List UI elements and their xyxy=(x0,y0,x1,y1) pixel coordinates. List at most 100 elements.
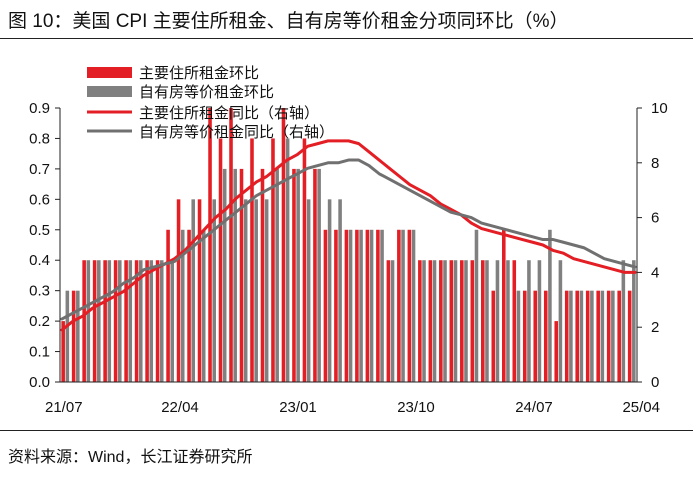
oer-mom-bar xyxy=(317,168,321,382)
rent-mom-bar xyxy=(155,260,160,382)
oer-mom-bar xyxy=(97,260,101,382)
oer-mom-bar xyxy=(275,168,279,382)
rent-mom-bar xyxy=(627,290,632,382)
right-tick-label: 6 xyxy=(651,210,659,227)
oer-mom-bar xyxy=(243,199,248,382)
rent-mom-bar xyxy=(61,321,65,382)
rent-mom-bar xyxy=(460,260,464,382)
rent-mom-bar xyxy=(585,290,590,382)
oer-mom-bar xyxy=(264,199,269,382)
oer-mom-bar xyxy=(474,229,479,382)
oer-mom-bar xyxy=(149,260,154,382)
rent-mom-bar xyxy=(92,260,97,382)
oer-mom-bar xyxy=(222,168,227,382)
rent-mom-bar xyxy=(617,290,621,382)
oer-mom-bar xyxy=(453,260,458,382)
rent-mom-bar xyxy=(250,138,254,382)
oer-mom-bar xyxy=(159,260,164,382)
oer-mom-bar xyxy=(338,199,342,382)
rent-mom-bar xyxy=(166,229,170,382)
oer-mom-bar xyxy=(537,260,542,382)
rent-mom-bar xyxy=(334,229,338,382)
rent-mom-bar xyxy=(103,260,107,382)
rent-mom-bar xyxy=(596,290,600,382)
oer-mom-bar xyxy=(432,260,437,382)
rent-mom-bar xyxy=(543,290,548,382)
rent-mom-bar xyxy=(281,108,286,382)
oer-mom-bar xyxy=(569,290,573,382)
rent-mom-bar xyxy=(512,260,517,382)
oer-mom-bar xyxy=(632,260,636,382)
oer-mom-bar xyxy=(65,290,70,382)
left-tick-label: 0.2 xyxy=(29,313,50,330)
rent-mom-bar xyxy=(145,260,149,382)
oer-mom-bar xyxy=(359,229,363,382)
oer-mom-bar xyxy=(600,290,605,382)
rent-mom-bar xyxy=(575,290,579,382)
legend-swatch xyxy=(87,67,132,78)
x-tick-label: 24/07 xyxy=(515,399,553,416)
legend-swatch xyxy=(87,86,132,97)
rent-yoy-line xyxy=(60,139,637,332)
oer-mom-bar xyxy=(296,168,300,382)
rent-mom-bar xyxy=(481,260,485,382)
rent-mom-bar xyxy=(533,290,538,382)
source-divider xyxy=(0,430,693,431)
rent-mom-bar xyxy=(271,138,275,382)
rent-mom-bar xyxy=(502,229,506,382)
right-tick-label: 4 xyxy=(651,264,659,281)
oer-mom-bar xyxy=(590,290,594,382)
rent-mom-bar xyxy=(113,260,118,382)
rent-mom-bar xyxy=(124,260,128,382)
legend-label: 主要住所租金同比（右轴） xyxy=(139,105,319,122)
oer-mom-bar xyxy=(306,199,311,382)
oer-mom-bar xyxy=(621,260,626,382)
x-tick-label: 23/10 xyxy=(397,399,435,416)
left-tick-label: 0.6 xyxy=(29,191,50,208)
oer-mom-bar xyxy=(180,229,185,382)
oer-mom-bar xyxy=(233,168,237,382)
left-tick-label: 0.7 xyxy=(29,161,50,178)
chart: 0.0 0.1 0.2 0.3 0.4 0.5 0.6 0.7 0.8 0.9 0 2 4 6 8 10 21/… xyxy=(29,65,668,416)
oer-mom-bar xyxy=(369,229,374,382)
x-tick-label: 22/04 xyxy=(161,399,199,416)
oer-mom-bar xyxy=(579,290,584,382)
oer-mom-bar xyxy=(380,229,384,382)
oer-mom-bar xyxy=(390,260,395,382)
left-tick-label: 0.9 xyxy=(29,100,50,117)
oer-mom-bar xyxy=(516,290,521,382)
right-tick-label: 10 xyxy=(651,100,668,117)
rent-mom-bar xyxy=(292,168,296,382)
rent-mom-bar xyxy=(302,138,307,382)
rent-mom-bar xyxy=(554,321,559,382)
legend-label: 自有房等价租金环比 xyxy=(139,83,274,101)
oer-mom-bar xyxy=(285,138,290,382)
oer-mom-bar xyxy=(548,229,552,382)
rent-mom-bar xyxy=(386,260,391,382)
source-note: 资料来源：Wind，长江证券研究所 xyxy=(8,449,253,466)
oer-mom-bar xyxy=(191,199,196,382)
rent-mom-bar xyxy=(323,229,328,382)
left-tick-label: 0.4 xyxy=(29,252,50,269)
oer-mom-bar xyxy=(506,260,510,382)
oer-mom-bar xyxy=(411,229,416,382)
oer-mom-bar xyxy=(558,260,563,382)
right-tick-label: 0 xyxy=(651,374,659,391)
right-tick-label: 2 xyxy=(651,319,659,336)
rent-mom-bar xyxy=(229,108,233,382)
title-divider xyxy=(0,38,693,39)
oer-mom-bar xyxy=(348,229,353,382)
oer-mom-bar xyxy=(327,199,332,382)
rent-mom-bar xyxy=(418,260,422,382)
oer-mom-bar xyxy=(128,260,133,382)
figure-title: 图 10：美国 CPI 主要住所租金、自有房等价租金分项同环比（%） xyxy=(8,11,569,32)
rent-mom-bar xyxy=(606,290,611,382)
legend-label: 自有房等价租金同比（右轴） xyxy=(139,123,334,141)
oer-mom-bar xyxy=(118,260,122,382)
oer-mom-bar xyxy=(527,260,531,382)
oer-mom-bar xyxy=(107,260,112,382)
left-tick-label: 0.0 xyxy=(29,374,50,391)
rent-mom-bar xyxy=(208,108,212,382)
rent-mom-bar xyxy=(187,229,191,382)
oer-mom-bar xyxy=(611,290,615,382)
